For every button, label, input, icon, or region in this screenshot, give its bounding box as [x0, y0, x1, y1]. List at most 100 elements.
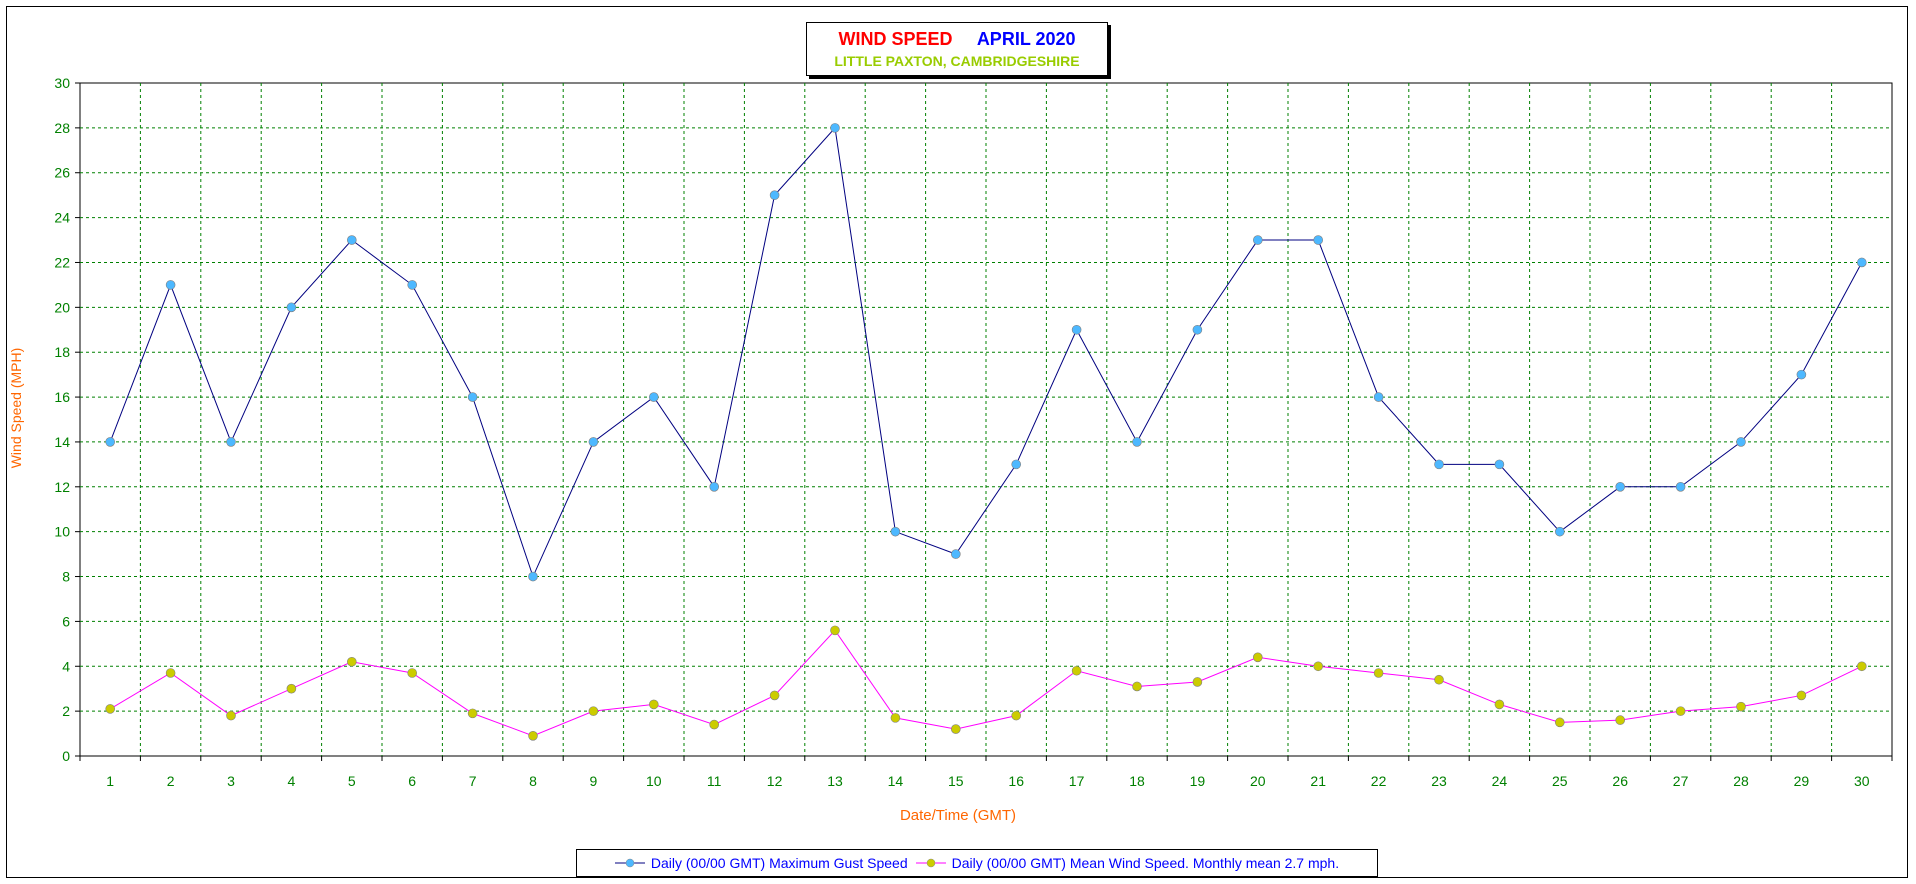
data-point-gust: [1494, 459, 1505, 470]
y-tick-label: 8: [62, 569, 70, 585]
y-tick-label: 30: [54, 75, 70, 91]
data-point-mean: [346, 656, 357, 667]
data-point-mean: [950, 724, 961, 734]
data-point-mean: [105, 704, 115, 714]
data-point-mean: [1434, 674, 1444, 685]
data-point-mean: [1253, 652, 1263, 663]
x-tick-label: 10: [646, 773, 662, 789]
data-point-mean: [286, 683, 297, 694]
y-axis-label-text: Wind Speed (MPH): [8, 347, 24, 469]
x-tick-label: 15: [948, 773, 964, 789]
data-point-gust: [648, 392, 659, 402]
data-point-mean: [588, 706, 599, 716]
data-point-mean: [1011, 710, 1022, 721]
data-point-mean: [528, 731, 538, 741]
legend-swatch-gust: [614, 858, 645, 868]
data-point-gust: [1555, 526, 1565, 537]
data-point-gust: [1796, 369, 1807, 380]
data-point-gust: [588, 437, 599, 447]
series-line-gust: [109, 126, 1863, 578]
data-point-gust: [830, 123, 840, 133]
x-tick-label: 12: [767, 773, 783, 789]
x-tick-label: 23: [1431, 773, 1447, 789]
data-point-gust: [769, 190, 780, 200]
x-tick-label: 29: [1794, 773, 1810, 789]
y-tick-label: 10: [54, 524, 70, 540]
data-point-gust: [1615, 481, 1625, 492]
legend-item-mean: Daily (00/00 GMT) Mean Wind Speed. Month…: [915, 855, 1340, 871]
data-point-mean: [1555, 717, 1565, 728]
x-tick-label: 19: [1190, 773, 1206, 789]
x-tick-label: 30: [1854, 773, 1870, 789]
x-tick-label: 16: [1008, 773, 1024, 789]
data-point-mean: [1494, 699, 1505, 710]
data-point-gust: [226, 437, 236, 447]
data-point-gust: [1736, 437, 1746, 447]
data-point-mean: [226, 710, 236, 721]
x-tick-label: 9: [590, 773, 598, 789]
y-tick-label: 6: [62, 613, 70, 629]
y-tick-label: 22: [54, 254, 70, 270]
data-point-mean: [890, 713, 901, 723]
x-tick-label: 4: [288, 773, 296, 789]
data-point-gust: [165, 280, 176, 290]
data-point-mean: [1373, 668, 1384, 678]
x-tick-label: 1: [106, 773, 114, 789]
data-point-gust: [407, 280, 418, 290]
data-point-mean: [1857, 661, 1867, 672]
legend-label-gust: Daily (00/00 GMT) Maximum Gust Speed: [650, 855, 908, 871]
x-tick-label: 20: [1250, 773, 1266, 789]
x-tick-label: 13: [827, 773, 843, 789]
legend-item-gust: Daily (00/00 GMT) Maximum Gust Speed: [614, 855, 908, 871]
data-point-gust: [286, 302, 297, 313]
data-point-mean: [1132, 681, 1142, 692]
y-tick-label: 28: [54, 120, 70, 136]
x-tick-label: 28: [1733, 773, 1749, 789]
x-tick-label: 8: [529, 773, 537, 789]
x-tick-label: 7: [469, 773, 477, 789]
y-tick-label: 0: [62, 748, 70, 764]
x-tick-label: 27: [1673, 773, 1689, 789]
data-point-gust: [1675, 481, 1686, 492]
x-tick-label: 17: [1069, 773, 1085, 789]
x-tick-label: 22: [1371, 773, 1387, 789]
x-tick-label: 14: [888, 773, 904, 789]
x-axis-label: Date/Time (GMT): [899, 807, 1017, 824]
x-tick-label: 25: [1552, 773, 1568, 789]
y-tick-label: 4: [62, 658, 70, 674]
legend-label-mean: Daily (00/00 GMT) Mean Wind Speed. Month…: [951, 855, 1340, 871]
chart-title-date: APRIL 2020: [976, 29, 1076, 49]
data-point-gust: [467, 392, 478, 402]
x-tick-label: 11: [707, 773, 722, 789]
data-point-mean: [467, 708, 478, 719]
data-point-gust: [105, 437, 115, 447]
y-tick-label: 18: [54, 344, 70, 360]
x-tick-label: 6: [408, 773, 416, 789]
y-tick-label: 26: [54, 165, 70, 181]
y-tick-label: 24: [54, 210, 70, 226]
data-point-gust: [1011, 459, 1022, 470]
x-tick-label: 5: [348, 773, 356, 789]
data-point-mean: [1071, 665, 1082, 676]
data-point-mean: [769, 690, 780, 701]
data-point-gust: [1132, 437, 1142, 447]
data-point-gust: [1857, 257, 1867, 268]
data-point-gust: [1373, 392, 1384, 402]
y-tick-label: 16: [54, 389, 70, 405]
legend-swatch-mean: [915, 858, 946, 868]
series-line-mean: [109, 629, 1863, 737]
chart-title: WIND SPEED: [838, 29, 953, 49]
data-point-mean: [709, 719, 720, 730]
chart-title-box: WIND SPEED APRIL 2020 LITTLE PAXTON, CAM…: [806, 22, 1108, 76]
chart-title-line: WIND SPEED APRIL 2020: [807, 29, 1107, 50]
data-point-gust: [890, 526, 901, 537]
data-point-mean: [830, 625, 840, 636]
data-point-mean: [1796, 690, 1807, 701]
x-tick-label: 26: [1612, 773, 1628, 789]
data-point-mean: [1313, 661, 1323, 672]
x-tick-label: 18: [1129, 773, 1145, 789]
x-tick-label: 3: [227, 773, 235, 789]
y-tick-label: 2: [62, 703, 70, 719]
data-point-gust: [528, 571, 538, 582]
